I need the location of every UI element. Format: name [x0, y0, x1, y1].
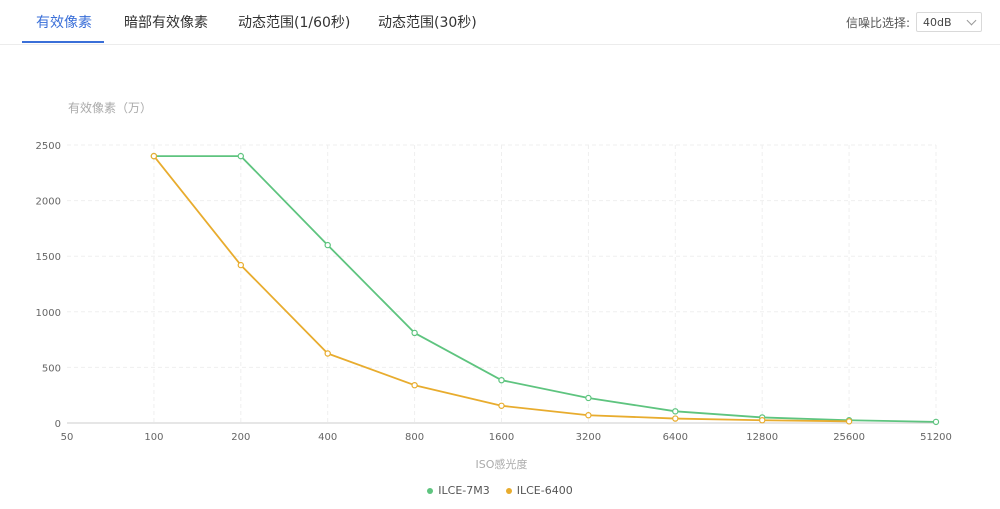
legend-label: ILCE-6400: [516, 484, 573, 497]
y-tick-label: 1500: [36, 252, 61, 263]
snr-value: 40dB: [923, 15, 952, 29]
tab-effective-pixels[interactable]: 有效像素: [36, 15, 92, 31]
legend-dot-icon: [505, 487, 512, 494]
data-point: [585, 394, 592, 402]
legend-dot-icon: [427, 487, 434, 494]
data-point: [237, 261, 244, 269]
chart-legend: ILCE-7M3 ILCE-6400: [0, 484, 1000, 497]
tab-dark-effective-pixels[interactable]: 暗部有效像素: [124, 15, 208, 31]
data-point: [324, 241, 331, 249]
x-tick-label: 200: [231, 432, 250, 443]
legend-item-series-1[interactable]: ILCE-7M3: [427, 484, 490, 497]
data-point: [150, 152, 158, 160]
data-point: [324, 350, 331, 357]
data-point: [585, 412, 592, 419]
tab-dynamic-range-60[interactable]: 动态范围(1/60秒): [238, 15, 351, 31]
data-point: [672, 408, 679, 415]
series-line-1: [153, 155, 937, 423]
x-tick-label: 100: [144, 432, 163, 443]
data-point: [498, 402, 505, 409]
y-tick-label: 500: [42, 363, 61, 374]
y-axis-title: 有效像素（万）: [68, 101, 153, 115]
x-tick-label: 6400: [663, 432, 688, 443]
data-point: [672, 415, 679, 422]
x-tick-label: 50: [61, 432, 74, 443]
data-point: [759, 417, 766, 424]
x-tick-label: 400: [318, 432, 337, 443]
active-tab-indicator: [22, 41, 104, 43]
y-tick-label: 1000: [36, 308, 61, 319]
data-point: [237, 152, 244, 160]
tab-bar: 有效像素 暗部有效像素 动态范围(1/60秒) 动态范围(30秒) 信噪比选择:…: [0, 0, 1000, 45]
data-point: [498, 376, 505, 384]
data-point: [932, 418, 940, 426]
tab-dynamic-range-30s[interactable]: 动态范围(30秒): [378, 15, 477, 31]
x-tick-label: 25600: [833, 432, 865, 443]
data-point: [411, 329, 418, 337]
legend-item-series-2[interactable]: ILCE-6400: [505, 484, 573, 497]
x-axis-title: ISO感光度: [476, 457, 528, 471]
y-tick-label: 2500: [36, 141, 61, 152]
x-tick-label: 800: [405, 432, 424, 443]
snr-dropdown[interactable]: 40dB: [916, 12, 982, 32]
x-tick-label: 51200: [920, 432, 952, 443]
snr-label: 信噪比选择:: [845, 15, 910, 30]
y-tick-label: 0: [55, 419, 61, 430]
y-tick-label: 2000: [36, 197, 61, 208]
legend-label: ILCE-7M3: [438, 484, 490, 497]
x-tick-label: 1600: [489, 432, 514, 443]
data-point: [845, 418, 853, 425]
x-tick-label: 3200: [576, 432, 601, 443]
x-tick-label: 12800: [746, 432, 778, 443]
snr-selector: 信噪比选择: 40dB: [846, 12, 982, 32]
data-point: [411, 381, 418, 389]
